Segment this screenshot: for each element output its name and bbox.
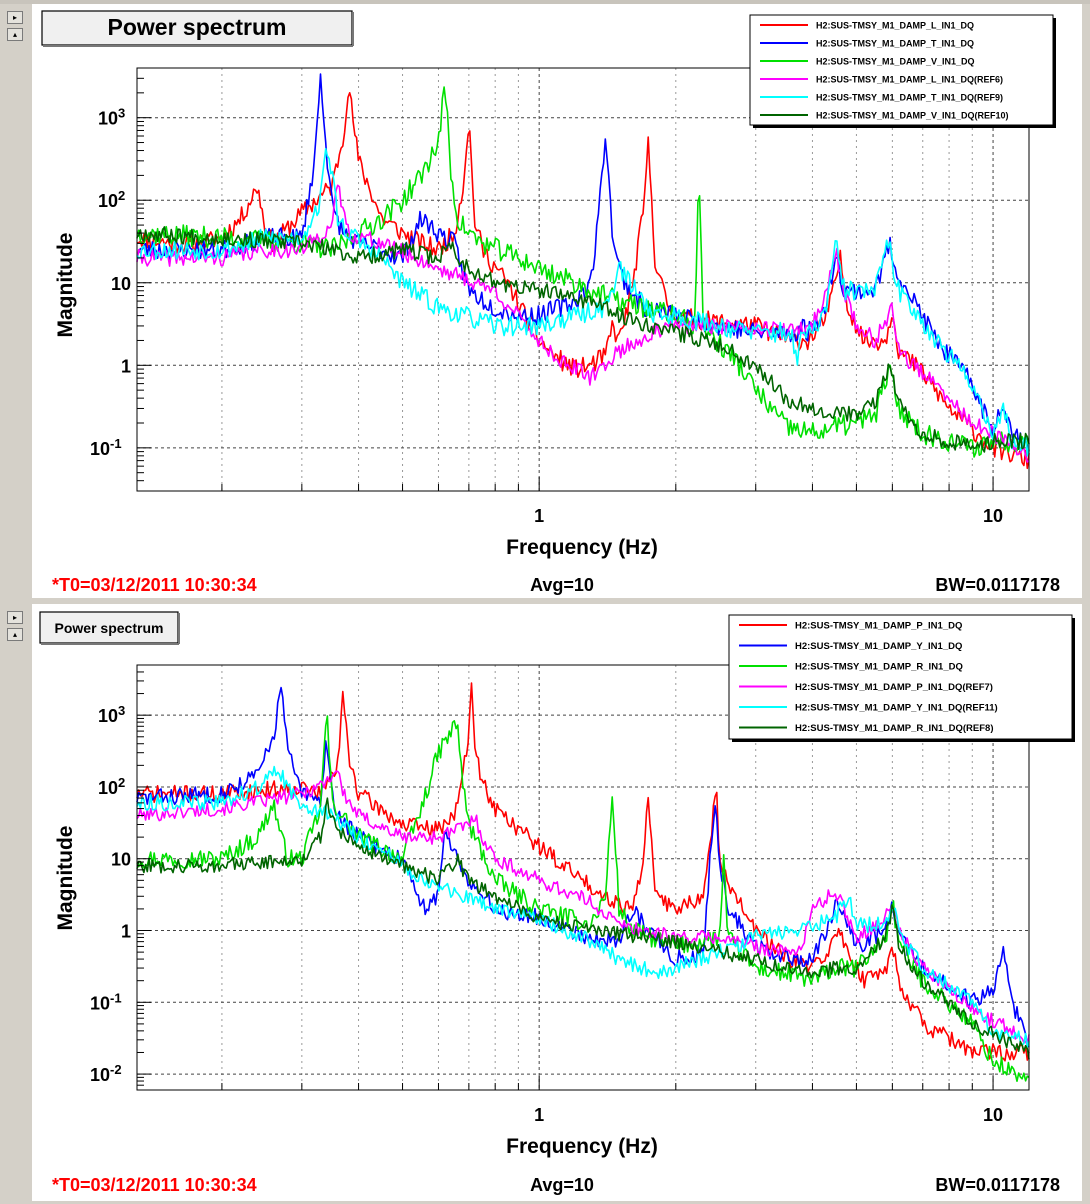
legend-box[interactable] (728, 614, 1073, 740)
footer-bw: BW=0.0117178 (935, 575, 1060, 595)
top-spectrum-pad: 1 10 10-1 1 10 102 103 Power spectrum Magnitud… (32, 4, 1082, 598)
legend-entry-label: H2:SUS-TMSY_M1_DAMP_Y_IN1_DQ (795, 641, 962, 652)
legend-entry-label: H2:SUS-TMSY_M1_DAMP_R_IN1_DQ (795, 662, 963, 673)
y-tick-label: 10 (111, 274, 131, 294)
legend-box[interactable] (749, 14, 1054, 126)
plot-frame (136, 67, 1030, 492)
chart-title: Power spectrum (108, 14, 287, 40)
series-line-6 (136, 797, 1030, 1060)
bottom-spectrum-chart: 1 10 10-2 10-1 1 10 102 103 Power spectrum Magn… (39, 611, 1075, 1195)
footer-avg: Avg=10 (530, 1175, 594, 1195)
legend-entry-label: H2:SUS-TMSY_M1_DAMP_R_IN1_DQ(REF8) (795, 723, 993, 734)
pad-collapse-button[interactable]: ▴ (7, 628, 23, 641)
top-spectrum-chart: 1 10 10-1 1 10 102 103 Power spectrum Magnitud… (41, 10, 1060, 595)
chart-title: Power spectrum (55, 620, 164, 636)
plot-frame (136, 664, 1030, 1091)
y-tick-label: 1 (121, 922, 131, 942)
series-line-4 (136, 770, 1030, 1047)
y-tick-label: 10-1 (90, 990, 122, 1013)
y-axis-title: Magnitude (54, 233, 77, 338)
window-top-strip (0, 0, 1090, 4)
series-line-1 (136, 92, 1030, 470)
title-box[interactable] (41, 10, 353, 46)
x-tick-label: 1 (534, 506, 544, 526)
y-tick-label: 103 (98, 106, 125, 129)
series-line-6 (136, 226, 1030, 453)
footer-t0: *T0=03/12/2011 10:30:34 (52, 575, 257, 595)
series-line-4 (136, 184, 1030, 463)
x-axis-title: Frequency (Hz) (506, 536, 658, 559)
x-axis-title: Frequency (Hz) (506, 1135, 658, 1158)
x-tick-label: 10 (983, 506, 1003, 526)
y-tick-label: 10 (111, 850, 131, 870)
footer-bw: BW=0.0117178 (935, 1175, 1060, 1195)
pad-expand-button[interactable]: ▸ (7, 611, 23, 624)
series-line-5 (136, 765, 1030, 1048)
footer-avg: Avg=10 (530, 575, 594, 595)
legend-entry-label: H2:SUS-TMSY_M1_DAMP_P_IN1_DQ (795, 621, 962, 632)
y-tick-label: 10-2 (90, 1062, 122, 1085)
legend-entry-label: H2:SUS-TMSY_M1_DAMP_L_IN1_DQ (816, 21, 974, 31)
legend-entry-label: H2:SUS-TMSY_M1_DAMP_Y_IN1_DQ(REF11) (795, 703, 998, 714)
legend-entry-label: H2:SUS-TMSY_M1_DAMP_V_IN1_DQ (816, 57, 975, 67)
bottom-spectrum-pad: 1 10 10-2 10-1 1 10 102 103 Power spectrum Magn… (32, 604, 1082, 1201)
y-tick-label: 102 (98, 775, 125, 798)
legend-entry-label: H2:SUS-TMSY_M1_DAMP_P_IN1_DQ(REF7) (795, 682, 993, 693)
legend-entry-label: H2:SUS-TMSY_M1_DAMP_T_IN1_DQ (816, 39, 974, 49)
x-tick-label: 1 (534, 1105, 544, 1125)
legend-entry-label: H2:SUS-TMSY_M1_DAMP_V_IN1_DQ(REF10) (816, 111, 1009, 121)
y-tick-label: 1 (121, 356, 131, 376)
x-tick-label: 10 (983, 1105, 1003, 1125)
y-tick-label: 102 (98, 188, 125, 211)
pad-collapse-button[interactable]: ▴ (7, 28, 23, 41)
plot-area (137, 68, 1029, 491)
footer-t0: *T0=03/12/2011 10:30:34 (52, 1175, 257, 1195)
legend-entry-label: H2:SUS-TMSY_M1_DAMP_T_IN1_DQ(REF9) (816, 93, 1003, 103)
y-tick-label: 10-1 (90, 436, 122, 459)
pad-expand-button[interactable]: ▸ (7, 11, 23, 24)
y-tick-label: 103 (98, 703, 125, 726)
y-axis-title: Magnitude (54, 826, 77, 931)
legend-entry-label: H2:SUS-TMSY_M1_DAMP_L_IN1_DQ(REF6) (816, 75, 1003, 85)
